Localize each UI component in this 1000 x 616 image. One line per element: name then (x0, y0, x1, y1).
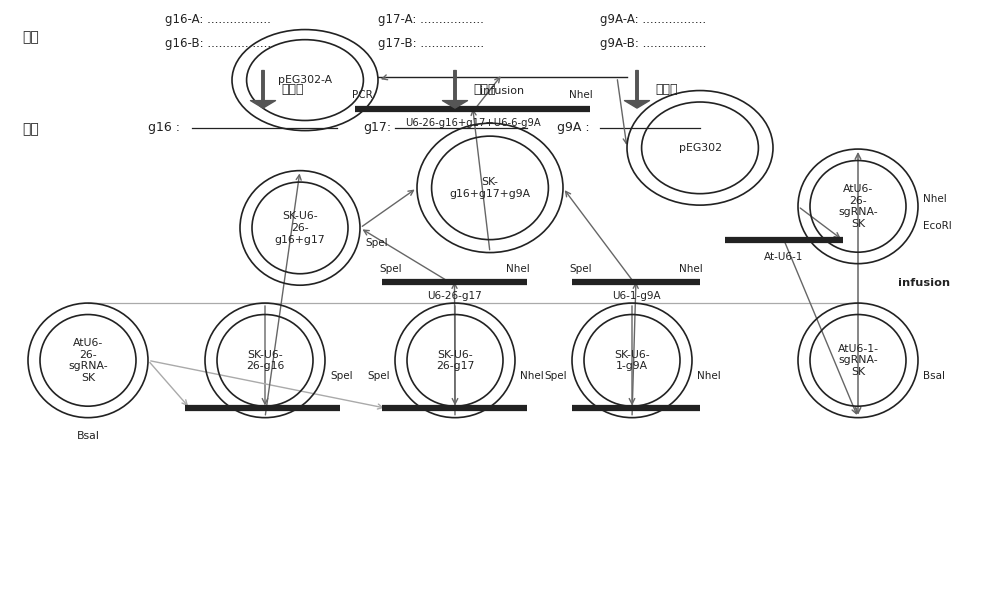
Text: infusion: infusion (898, 278, 950, 288)
Text: g9A-B: .................: g9A-B: ................. (600, 36, 706, 50)
Text: infusion: infusion (480, 86, 525, 95)
Text: SK-U6-
26-
g16+g17: SK-U6- 26- g16+g17 (275, 211, 325, 245)
Text: BsaI: BsaI (76, 431, 100, 441)
Text: pEG302: pEG302 (678, 143, 722, 153)
Text: g17-A: .................: g17-A: ................. (378, 13, 484, 26)
Text: g16-B: .................: g16-B: ................. (165, 36, 271, 50)
Text: 双链化: 双链化 (655, 83, 678, 96)
Text: AtU6-
26-
sgRNA-
SK: AtU6- 26- sgRNA- SK (838, 184, 878, 229)
Text: SK-U6-
26-g16: SK-U6- 26-g16 (246, 349, 284, 371)
Text: g17:: g17: (363, 121, 391, 134)
Text: NheI: NheI (697, 371, 721, 381)
Text: 双链化: 双链化 (473, 83, 496, 96)
Text: PCR: PCR (352, 91, 373, 100)
Text: SpeI: SpeI (379, 264, 402, 274)
Text: SpeI: SpeI (367, 371, 390, 381)
Text: SK-
g16+g17+g9A: SK- g16+g17+g9A (449, 177, 531, 199)
Text: SK-U6-
26-g17: SK-U6- 26-g17 (436, 349, 474, 371)
Text: g17-B: .................: g17-B: ................. (378, 36, 484, 50)
Text: NheI: NheI (679, 264, 703, 274)
Text: NheI: NheI (506, 264, 530, 274)
Text: U6-26-g17: U6-26-g17 (427, 291, 482, 301)
Text: BsaI: BsaI (923, 371, 945, 381)
Text: 双链: 双链 (22, 123, 39, 136)
Text: pEG302-A: pEG302-A (278, 75, 332, 85)
Text: AtU6-1-
sgRNA-
SK: AtU6-1- sgRNA- SK (838, 344, 879, 377)
Text: SpeI: SpeI (365, 238, 388, 248)
Text: SK-U6-
1-g9A: SK-U6- 1-g9A (614, 349, 650, 371)
Text: NheI: NheI (923, 194, 947, 204)
Text: U6-1-g9A: U6-1-g9A (612, 291, 660, 301)
Text: SpeI: SpeI (569, 264, 592, 274)
Text: 单链: 单链 (22, 30, 39, 44)
Text: g9A-A: .................: g9A-A: ................. (600, 13, 706, 26)
Text: g16-A: .................: g16-A: ................. (165, 13, 271, 26)
Text: SpeI: SpeI (544, 371, 567, 381)
Text: AtU6-
26-
sgRNA-
SK: AtU6- 26- sgRNA- SK (68, 338, 108, 383)
Text: At-U6-1: At-U6-1 (764, 253, 804, 262)
Text: U6-26-g16+g17+U6-6-g9A: U6-26-g16+g17+U6-6-g9A (405, 118, 540, 128)
Text: g9A :: g9A : (557, 121, 590, 134)
Text: 双链化: 双链化 (281, 83, 304, 96)
Text: NheI: NheI (520, 371, 544, 381)
Text: NheI: NheI (569, 91, 593, 100)
Text: EcoRI: EcoRI (923, 221, 952, 231)
Text: g16 :: g16 : (148, 121, 180, 134)
Text: SpeI: SpeI (330, 371, 353, 381)
